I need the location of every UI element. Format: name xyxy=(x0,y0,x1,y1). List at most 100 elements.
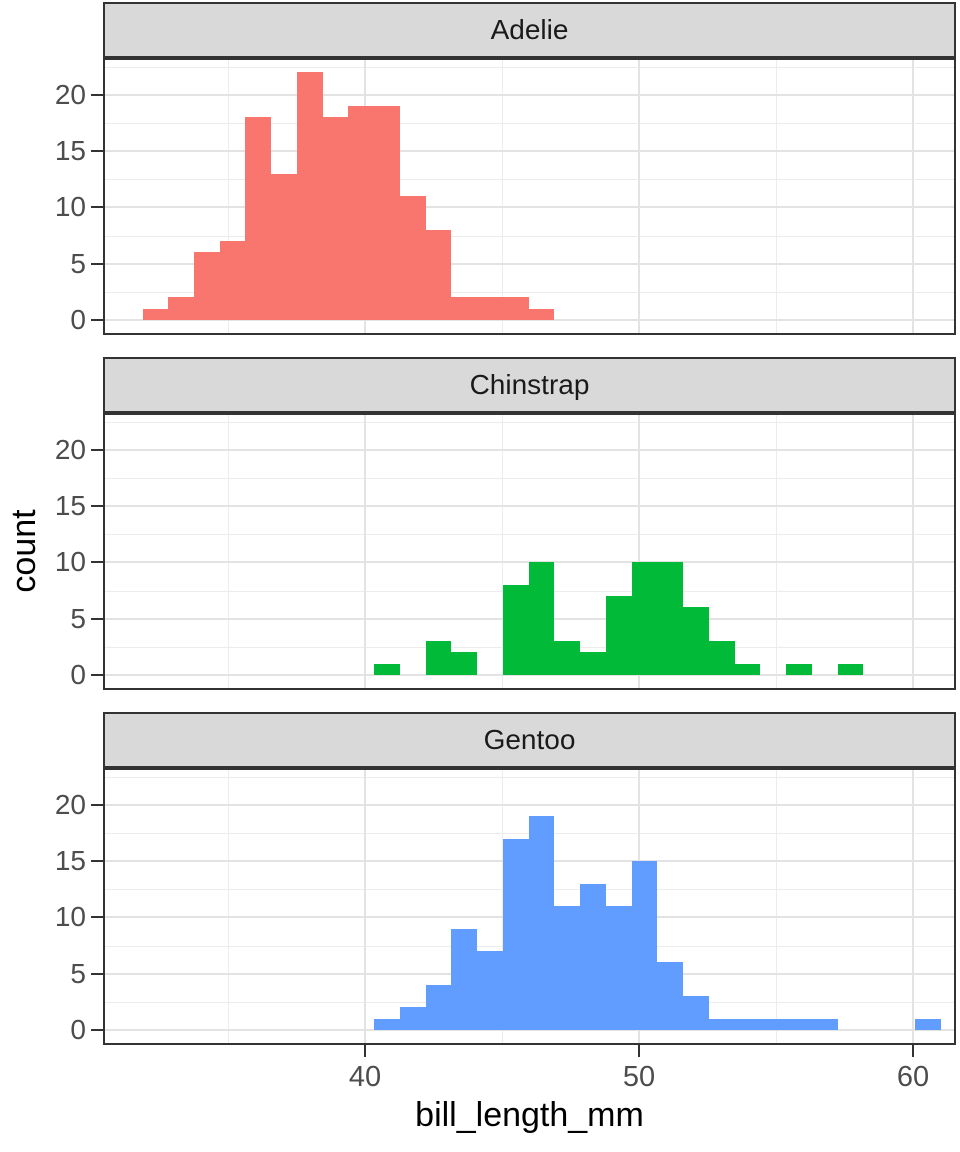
x-tick-mark xyxy=(638,1045,640,1057)
histogram-bar xyxy=(683,607,709,675)
histogram-bar xyxy=(451,652,477,675)
y-tick-label: 5 xyxy=(70,957,86,989)
gridline-x-minor xyxy=(502,415,503,688)
histogram-bar xyxy=(760,1019,786,1030)
facet-panel-adelie xyxy=(103,58,956,335)
gridline-x-major xyxy=(912,770,914,1043)
gridline-x-minor xyxy=(228,770,229,1043)
facet-panel-chinstrap xyxy=(103,413,956,690)
histogram-bar xyxy=(348,106,374,320)
y-tick-label: 20 xyxy=(54,788,86,820)
histogram-bar xyxy=(426,985,451,1030)
gridline-y-minor xyxy=(105,236,954,237)
histogram-bar xyxy=(786,664,812,675)
y-tick-mark xyxy=(91,448,103,451)
y-tick-mark xyxy=(91,93,103,96)
histogram-bar xyxy=(915,1019,941,1030)
histogram-bar xyxy=(426,641,451,675)
histogram-bar xyxy=(735,664,760,675)
gridline-x-major xyxy=(912,60,914,333)
x-tick-label: 50 xyxy=(622,1061,656,1093)
y-tick-label: 10 xyxy=(54,191,86,223)
histogram-bar xyxy=(709,641,735,675)
histogram-bar xyxy=(606,906,632,1030)
gridline-y-major xyxy=(105,674,954,676)
histogram-bar xyxy=(709,1019,735,1030)
histogram-bar xyxy=(529,816,554,1030)
gridline-y-minor xyxy=(105,777,954,778)
histogram-bar xyxy=(580,652,606,675)
gridline-y-major xyxy=(105,206,954,208)
gridline-y-major xyxy=(105,94,954,96)
y-tick-label: 0 xyxy=(70,303,86,335)
facet-strip-label: Chinstrap xyxy=(469,369,590,400)
y-tick-label: 5 xyxy=(70,602,86,634)
gridline-y-major xyxy=(105,804,954,806)
gridline-x-minor xyxy=(502,770,503,1043)
histogram-bar xyxy=(220,241,245,320)
gridline-y-minor xyxy=(105,534,954,535)
x-tick-mark xyxy=(912,1045,914,1057)
gridline-y-major xyxy=(105,319,954,321)
histogram-bar xyxy=(812,1019,838,1030)
facet-strip-label: Gentoo xyxy=(483,724,576,755)
histogram-bar xyxy=(477,951,503,1030)
gridline-x-minor xyxy=(776,770,777,1043)
gridline-x-major xyxy=(638,60,640,333)
histogram-bar xyxy=(143,309,168,320)
gridline-y-major xyxy=(105,505,954,507)
gridline-x-minor xyxy=(776,60,777,333)
gridline-y-major xyxy=(105,449,954,451)
gridline-x-minor xyxy=(502,60,503,333)
histogram-bar xyxy=(786,1019,812,1030)
histogram-bar xyxy=(606,596,632,675)
x-tick-mark xyxy=(364,1045,366,1057)
facet-strip-gentoo: Gentoo xyxy=(103,712,956,768)
histogram-bar xyxy=(838,664,863,675)
gridline-x-major xyxy=(638,415,640,688)
facet-strip-chinstrap: Chinstrap xyxy=(103,357,956,413)
histogram-bar xyxy=(580,884,606,1030)
gridline-x-minor xyxy=(228,415,229,688)
facet-panel-gentoo xyxy=(103,768,956,1045)
histogram-bar xyxy=(271,174,297,320)
y-tick-mark xyxy=(91,262,103,265)
histogram-bar xyxy=(245,117,271,320)
gridline-x-minor xyxy=(228,60,229,333)
gridline-y-major xyxy=(105,263,954,265)
gridline-y-minor xyxy=(105,478,954,479)
histogram-bar xyxy=(683,996,709,1030)
histogram-bar xyxy=(503,297,529,320)
y-tick-label: 10 xyxy=(54,901,86,933)
histogram-bar xyxy=(451,929,477,1030)
histogram-bar xyxy=(503,839,529,1030)
histogram-bar xyxy=(451,297,477,320)
histogram-bar xyxy=(632,861,657,1030)
y-tick-mark xyxy=(91,803,103,806)
y-tick-mark xyxy=(91,617,103,620)
gridline-y-minor xyxy=(105,292,954,293)
y-tick-mark xyxy=(91,916,103,919)
y-tick-label: 15 xyxy=(54,135,86,167)
gridline-x-major xyxy=(912,415,914,688)
x-tick-label: 60 xyxy=(896,1061,930,1093)
histogram-bar xyxy=(503,585,529,675)
histogram-bar xyxy=(554,906,580,1030)
y-tick-label: 15 xyxy=(54,845,86,877)
plot-area-chinstrap xyxy=(105,415,954,688)
y-tick-mark xyxy=(91,673,103,676)
x-axis-title: bill_length_mm xyxy=(415,1096,644,1134)
histogram-bar xyxy=(735,1019,760,1030)
histogram-bar xyxy=(477,297,503,320)
histogram-bar xyxy=(168,297,194,320)
histogram-bar xyxy=(426,230,451,320)
histogram-bar xyxy=(400,1007,426,1030)
histogram-bar xyxy=(374,1019,400,1030)
facet-strip-label: Adelie xyxy=(490,14,569,45)
y-tick-label: 15 xyxy=(54,490,86,522)
gridline-y-minor xyxy=(105,179,954,180)
gridline-y-major xyxy=(105,150,954,152)
gridline-y-minor xyxy=(105,67,954,68)
histogram-bar xyxy=(323,117,348,320)
